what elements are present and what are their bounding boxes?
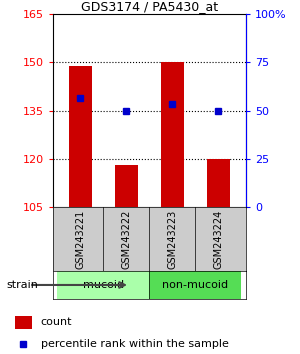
Text: percentile rank within the sample: percentile rank within the sample	[40, 339, 228, 349]
Bar	[115, 165, 138, 207]
Bar	[15, 316, 32, 329]
Bar	[207, 159, 230, 207]
Text: GSM243223: GSM243223	[167, 209, 177, 269]
Bar	[161, 62, 184, 207]
Text: GSM243222: GSM243222	[121, 209, 131, 269]
Text: mucoid: mucoid	[82, 280, 124, 290]
Title: GDS3174 / PA5430_at: GDS3174 / PA5430_at	[81, 0, 218, 13]
Text: non-mucoid: non-mucoid	[162, 280, 228, 290]
Text: count: count	[40, 317, 72, 327]
Text: GSM243224: GSM243224	[213, 209, 224, 269]
Text: strain: strain	[6, 280, 38, 290]
Text: GSM243221: GSM243221	[75, 209, 85, 269]
Bar	[69, 65, 92, 207]
Bar	[149, 271, 242, 299]
Bar	[57, 271, 149, 299]
